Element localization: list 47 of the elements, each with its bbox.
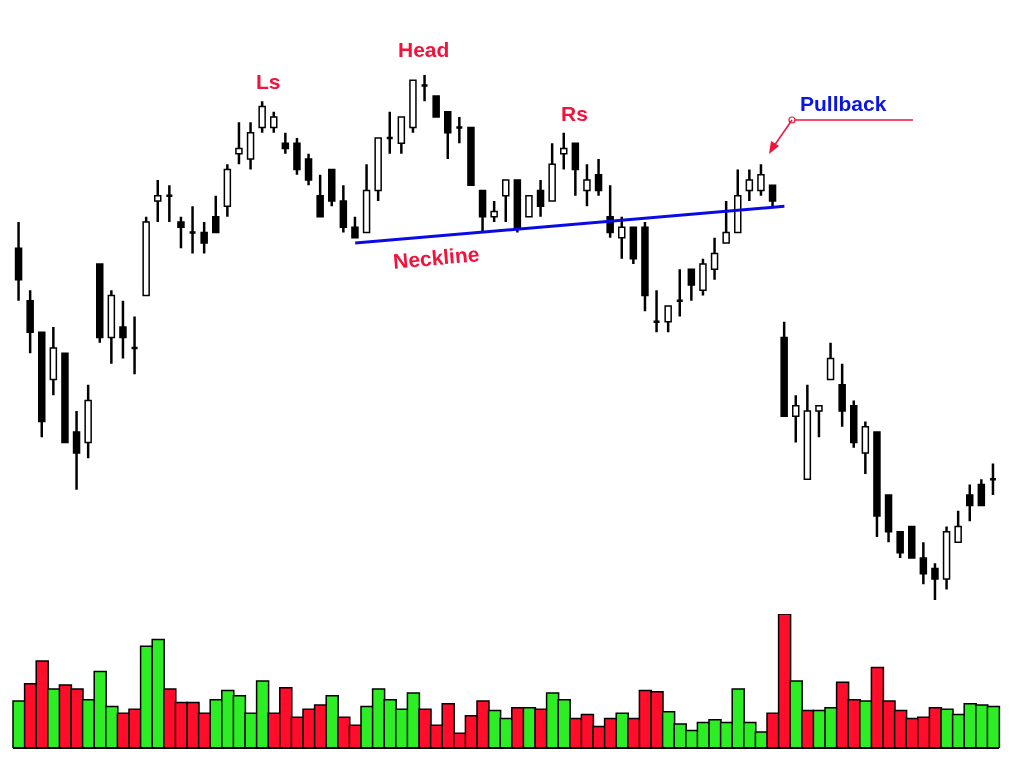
candlestick — [618, 215, 626, 260]
candlestick — [304, 152, 313, 187]
candlestick — [119, 299, 127, 360]
candlestick — [664, 304, 672, 334]
annotation: Ls — [256, 70, 281, 94]
candlestick — [792, 394, 800, 444]
candlestick — [931, 562, 939, 600]
candlestick — [235, 121, 243, 166]
candlestick — [316, 173, 324, 218]
candlestick — [966, 483, 974, 523]
candlestick — [594, 157, 603, 197]
series-label: Neckline — [392, 242, 481, 274]
candlestick — [826, 341, 835, 381]
annotation: Pullback — [800, 92, 887, 116]
candlestick — [722, 199, 730, 245]
candlestick — [768, 184, 777, 208]
candlestick — [154, 178, 162, 224]
candlestick — [919, 541, 928, 586]
candlestick — [954, 509, 962, 544]
candlestick — [444, 110, 452, 161]
candlestick — [212, 194, 220, 234]
candlestick — [988, 462, 998, 497]
candlestick — [536, 178, 545, 218]
candlestick — [560, 131, 568, 171]
annotation: Rs — [561, 102, 588, 126]
candlestick — [177, 215, 185, 250]
candlestick — [896, 530, 904, 560]
candlestick — [432, 95, 440, 118]
candlestick — [525, 195, 533, 218]
candlestick — [745, 168, 754, 203]
candlestick — [420, 75, 429, 103]
candlestick — [687, 268, 696, 302]
candlestick — [502, 178, 510, 224]
candlestick — [455, 115, 464, 145]
candlestick — [757, 163, 765, 197]
candlestick — [188, 205, 197, 255]
candlestick — [583, 163, 591, 208]
candlestick — [72, 409, 81, 491]
candlestick — [270, 110, 278, 134]
candlestick — [977, 478, 986, 507]
candlestick — [351, 215, 359, 239]
candlestick — [258, 100, 266, 134]
text: Head — [398, 38, 450, 62]
candlestick — [200, 220, 208, 255]
candlestick — [490, 199, 498, 224]
candlestick — [710, 236, 719, 281]
candlestick — [815, 404, 823, 439]
